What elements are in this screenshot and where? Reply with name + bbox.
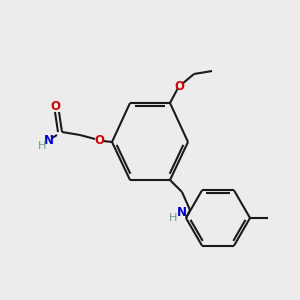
Text: H: H xyxy=(169,213,177,223)
Text: N: N xyxy=(177,206,187,220)
Text: O: O xyxy=(94,134,104,146)
Text: O: O xyxy=(174,80,184,94)
Text: H: H xyxy=(38,141,46,151)
Text: N: N xyxy=(44,134,54,146)
Text: O: O xyxy=(50,100,60,112)
